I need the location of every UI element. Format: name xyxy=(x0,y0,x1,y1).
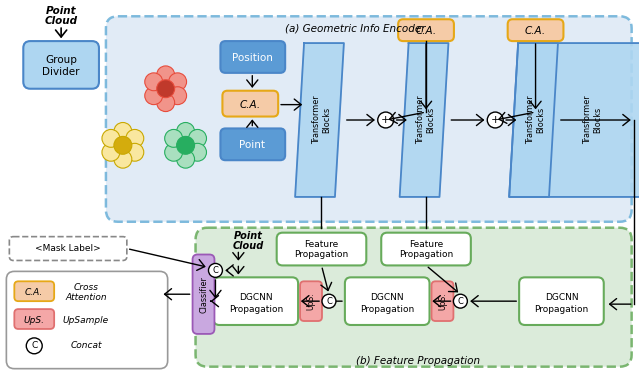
Text: +: + xyxy=(490,115,500,125)
Text: Point: Point xyxy=(239,140,266,150)
Circle shape xyxy=(177,136,195,154)
Text: UpS.: UpS. xyxy=(24,316,45,325)
Text: Cloud: Cloud xyxy=(45,16,77,26)
Text: Feature: Feature xyxy=(409,240,443,249)
FancyBboxPatch shape xyxy=(23,41,99,89)
Text: Group: Group xyxy=(45,55,77,65)
Polygon shape xyxy=(509,43,558,197)
FancyBboxPatch shape xyxy=(345,277,429,325)
FancyBboxPatch shape xyxy=(214,277,298,325)
Circle shape xyxy=(177,123,195,140)
Polygon shape xyxy=(399,43,449,197)
Circle shape xyxy=(26,338,42,354)
Circle shape xyxy=(145,73,163,91)
Circle shape xyxy=(378,112,394,128)
FancyBboxPatch shape xyxy=(220,129,285,160)
Text: <Mask Label>: <Mask Label> xyxy=(35,244,101,253)
Text: Transformer
Blocks: Transformer Blocks xyxy=(417,96,436,144)
Circle shape xyxy=(114,136,132,154)
Text: (b) Feature Propagation: (b) Feature Propagation xyxy=(355,356,479,366)
FancyBboxPatch shape xyxy=(196,228,632,367)
Text: C.A.: C.A. xyxy=(415,26,436,36)
Polygon shape xyxy=(509,43,640,197)
Circle shape xyxy=(157,94,175,112)
Text: Cross: Cross xyxy=(74,283,99,292)
Circle shape xyxy=(169,73,187,91)
Text: Point: Point xyxy=(234,231,263,241)
Text: DGCNN: DGCNN xyxy=(545,293,579,302)
Text: C: C xyxy=(31,341,37,350)
Text: UpS.: UpS. xyxy=(307,293,316,310)
Circle shape xyxy=(322,294,336,308)
Text: Propagation: Propagation xyxy=(228,305,283,314)
Text: C: C xyxy=(212,266,218,275)
FancyBboxPatch shape xyxy=(508,19,563,41)
Text: Divider: Divider xyxy=(42,67,80,77)
FancyBboxPatch shape xyxy=(106,16,632,222)
Circle shape xyxy=(453,294,467,308)
Circle shape xyxy=(164,143,182,161)
Text: Propagation: Propagation xyxy=(360,305,414,314)
Circle shape xyxy=(102,129,120,147)
Text: UpSample: UpSample xyxy=(63,316,109,325)
Circle shape xyxy=(169,87,187,105)
Circle shape xyxy=(145,87,163,105)
Text: UpS.: UpS. xyxy=(438,293,447,310)
Text: Position: Position xyxy=(232,53,273,63)
Text: Attention: Attention xyxy=(65,293,107,302)
Text: Propagation: Propagation xyxy=(399,250,453,259)
Circle shape xyxy=(157,80,175,98)
FancyBboxPatch shape xyxy=(220,41,285,73)
Text: Transformer
Blocks: Transformer Blocks xyxy=(526,96,545,144)
Text: Propagation: Propagation xyxy=(534,305,589,314)
Circle shape xyxy=(177,150,195,168)
Text: +: + xyxy=(381,115,390,125)
FancyBboxPatch shape xyxy=(519,277,604,325)
Polygon shape xyxy=(295,43,344,197)
Text: (a) Geometric Info Encoder: (a) Geometric Info Encoder xyxy=(285,23,425,33)
Circle shape xyxy=(157,66,175,84)
Text: DGCNN: DGCNN xyxy=(371,293,404,302)
Circle shape xyxy=(189,143,207,161)
FancyBboxPatch shape xyxy=(223,91,278,116)
Text: C.A.: C.A. xyxy=(240,100,261,110)
FancyBboxPatch shape xyxy=(10,237,127,261)
FancyBboxPatch shape xyxy=(193,254,214,334)
Text: Feature: Feature xyxy=(305,240,339,249)
FancyBboxPatch shape xyxy=(14,281,54,301)
Text: Transformer
Blocks: Transformer Blocks xyxy=(583,96,602,144)
Circle shape xyxy=(114,150,132,168)
FancyBboxPatch shape xyxy=(6,271,168,369)
Circle shape xyxy=(487,112,503,128)
Text: Point: Point xyxy=(46,6,76,16)
Text: Transformer
Blocks: Transformer Blocks xyxy=(312,96,331,144)
Text: C.A.: C.A. xyxy=(25,288,44,297)
Text: C: C xyxy=(326,297,332,306)
Text: Concat: Concat xyxy=(70,341,102,350)
Text: DGCNN: DGCNN xyxy=(239,293,273,302)
Circle shape xyxy=(126,129,144,147)
Circle shape xyxy=(102,143,120,161)
Text: Classifier: Classifier xyxy=(199,276,208,313)
FancyBboxPatch shape xyxy=(431,281,453,321)
FancyBboxPatch shape xyxy=(381,233,471,265)
Circle shape xyxy=(189,129,207,147)
Text: C: C xyxy=(458,297,463,306)
Circle shape xyxy=(114,123,132,140)
Circle shape xyxy=(209,264,223,277)
FancyBboxPatch shape xyxy=(14,309,54,329)
Text: C.A.: C.A. xyxy=(525,26,546,36)
Text: Cloud: Cloud xyxy=(233,241,264,251)
Text: Propagation: Propagation xyxy=(294,250,349,259)
FancyBboxPatch shape xyxy=(398,19,454,41)
FancyBboxPatch shape xyxy=(300,281,322,321)
FancyBboxPatch shape xyxy=(276,233,366,265)
Circle shape xyxy=(126,143,144,161)
Circle shape xyxy=(164,129,182,147)
